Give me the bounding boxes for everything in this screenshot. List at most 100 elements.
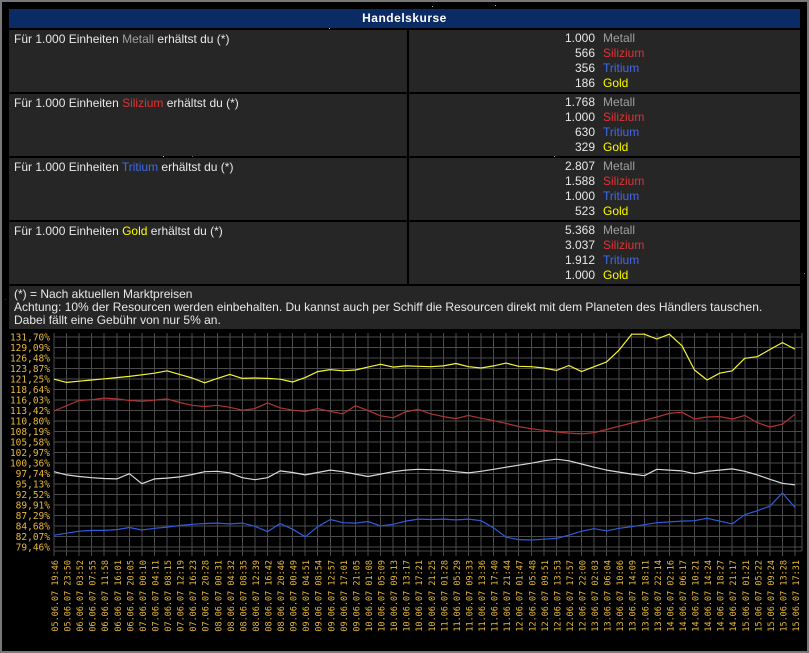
x-tick-label: 07.06.07 12:19 <box>177 560 187 632</box>
rate-resource: Silizium <box>603 174 645 188</box>
star-dot <box>804 273 805 274</box>
y-tick-label: 87,29% <box>16 511 51 522</box>
star-dot <box>554 156 555 157</box>
y-tick-label: 97,74% <box>16 469 51 480</box>
trade-row-rates-metall: 1.000 Metall 566 Silizium 356 Tritium 186 Gold <box>409 30 800 92</box>
rate-amount: 329 <box>574 140 595 154</box>
x-tick-label: 11.06.07 01:28 <box>440 560 450 632</box>
rate-amount: 1.912 <box>564 253 595 267</box>
resource-name: Silizium <box>122 96 164 110</box>
x-axis-labels: 05.06.07 19:46 05.06.07 23:50 06.06.07 03:… <box>51 560 802 632</box>
rate-amount: 1.000 <box>564 31 595 45</box>
x-tick-label: 15.06.07 17:31 <box>792 560 802 632</box>
y-tick-label: 131,70% <box>10 333 50 344</box>
y-tick-label: 121,25% <box>10 375 50 386</box>
chart-canvas: 131,70%129,09%126,48%123,87%121,25%118,6… <box>2 329 807 653</box>
star-dot <box>192 156 193 157</box>
x-tick-label: 13.06.07 02:03 <box>591 560 601 632</box>
x-tick-label: 09.06.07 08:54 <box>315 560 325 632</box>
x-tick-label: 14.06.07 14:24 <box>704 560 714 632</box>
x-tick-label: 06.06.07 07:55 <box>89 560 99 632</box>
y-tick-label: 113,42% <box>10 406 50 417</box>
star-dot <box>163 156 164 157</box>
rate-resource: Silizium <box>603 110 645 124</box>
y-tick-label: 89,91% <box>16 501 51 512</box>
x-tick-label: 11.06.07 13:36 <box>478 560 488 632</box>
rate-resource: Metall <box>603 159 636 173</box>
label-suffix: erhältst du (*) <box>158 160 234 174</box>
y-tick-label: 102,97% <box>10 448 50 459</box>
price-history-chart: 131,70% 129,09% 126,48% 123,87% 121,25% 118,6… <box>2 329 807 653</box>
x-tick-label: 13.06.07 22:14 <box>654 560 664 632</box>
trade-row-label-silizium: Für 1.000 Einheiten Silizium erhältst du… <box>9 94 407 156</box>
trade-row-rates-tritium: 2.807 Metall 1.588 Silizium 1.000 Tritium 523 G… <box>409 158 800 220</box>
x-tick-label: 09.06.07 12:57 <box>327 560 337 632</box>
y-tick-label: 82,07% <box>16 532 51 543</box>
rate-resource: Gold <box>603 76 629 90</box>
star-dot <box>786 1 787 2</box>
trade-row-rates-gold: 5.368 Metall 3.037 Silizium 1.912 Tritium 1.00… <box>409 222 800 284</box>
trade-row-rates-silizium: 1.768 Metall 1.000 Silizium 630 Tritium 329 Gol… <box>409 94 800 156</box>
label-suffix: erhältst du (*) <box>163 96 239 110</box>
y-tick-label: 123,87% <box>10 364 50 375</box>
x-tick-label: 08.06.07 04:32 <box>227 560 237 632</box>
resource-name: Gold <box>122 224 148 238</box>
x-tick-label: 12.06.07 01:47 <box>516 560 526 632</box>
rate-resource: Tritium <box>603 125 640 139</box>
rate-amount: 356 <box>574 61 595 75</box>
rate-resource: Metall <box>603 31 636 45</box>
x-tick-label: 12.06.07 05:48 <box>528 560 538 632</box>
x-tick-label: 06.06.07 03:52 <box>76 560 86 632</box>
label-prefix: Für 1.000 Einheiten <box>14 224 123 238</box>
y-tick-label: 95,13% <box>16 480 51 491</box>
x-tick-label: 15.06.07 05:22 <box>754 560 764 632</box>
rate-line: 1.000 Gold <box>409 268 800 283</box>
rate-line: 1.588 Silizium <box>409 174 800 189</box>
trade-row-label-gold: Für 1.000 Einheiten Gold erhältst du (*) <box>9 222 407 284</box>
label-prefix: Für 1.000 Einheiten <box>14 96 123 110</box>
x-tick-label: 07.06.07 00:10 <box>139 560 149 632</box>
x-tick-label: 15.06.07 01:21 <box>742 560 752 632</box>
rate-line: 1.000 Silizium <box>409 110 800 125</box>
series-line-gold <box>53 333 796 384</box>
x-tick-label: 14.06.07 06:17 <box>679 560 689 632</box>
note-line-1: (*) = Nach aktuellen Marktpreisen <box>14 287 193 301</box>
rate-amount: 1.000 <box>564 110 595 124</box>
label-suffix: erhältst du (*) <box>154 32 230 46</box>
x-tick-label: 12.06.07 09:51 <box>541 560 551 632</box>
rate-line: 630 Tritium <box>409 125 800 140</box>
x-tick-label: 08.06.07 12:39 <box>252 560 262 632</box>
x-tick-label: 09.06.07 00:49 <box>290 560 300 632</box>
rate-resource: Tritium <box>603 61 640 75</box>
rate-line: 329 Gold <box>409 140 800 155</box>
x-tick-label: 08.06.07 16:42 <box>265 560 275 632</box>
rate-amount: 1.000 <box>564 189 595 203</box>
rate-line: 523 Gold <box>409 204 800 219</box>
rate-amount: 2.807 <box>564 159 595 173</box>
rate-line: 3.037 Silizium <box>409 238 800 253</box>
rate-line: 1.912 Tritium <box>409 253 800 268</box>
x-tick-label: 09.06.07 17:01 <box>340 560 350 632</box>
x-tick-label: 10.06.07 13:17 <box>403 560 413 632</box>
resource-name: Metall <box>122 32 155 46</box>
y-tick-label: 84,68% <box>16 522 51 533</box>
y-tick-label: 79,46% <box>16 543 51 554</box>
rate-resource: Gold <box>603 140 629 154</box>
rate-resource: Silizium <box>603 238 645 252</box>
x-tick-label: 14.06.07 10:21 <box>692 560 702 632</box>
x-tick-label: 08.06.07 00:31 <box>214 560 224 632</box>
x-tick-label: 08.06.07 08:35 <box>239 560 249 632</box>
x-tick-label: 06.06.07 11:58 <box>101 560 111 632</box>
x-tick-label: 12.06.07 17:57 <box>566 560 576 632</box>
trade-row-label-tritium: Für 1.000 Einheiten Tritium erhältst du … <box>9 158 407 220</box>
x-tick-label: 05.06.07 19:46 <box>51 560 61 632</box>
x-tick-label: 10.06.07 09:13 <box>390 560 400 632</box>
y-tick-label: 110,80% <box>10 417 50 428</box>
x-tick-label: 11.06.07 09:33 <box>466 560 476 632</box>
x-tick-label: 10.06.07 01:08 <box>365 560 375 632</box>
y-tick-label: 118,64% <box>10 385 50 396</box>
x-tick-label: 09.06.07 04:51 <box>302 560 312 632</box>
rate-resource: Metall <box>603 223 636 237</box>
y-tick-label: 116,03% <box>10 396 50 407</box>
y-tick-label: 105,58% <box>10 438 50 449</box>
